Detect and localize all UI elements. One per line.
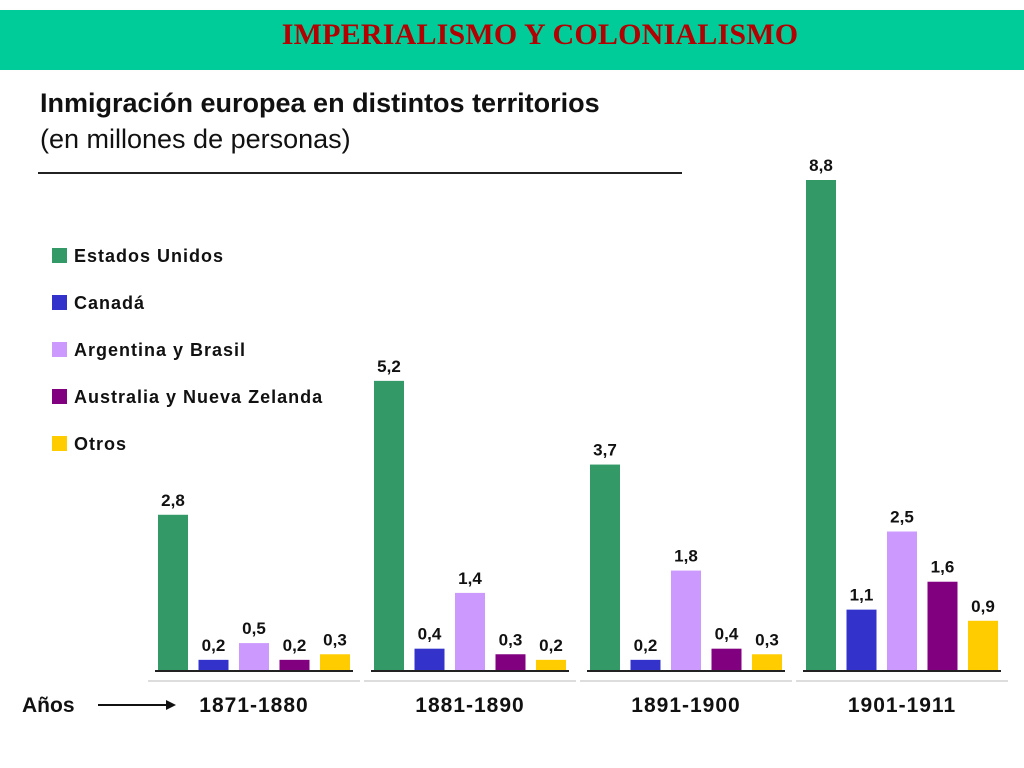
value-label-otros-1871-1880: 0,3: [323, 630, 347, 649]
legend-label-estados-unidos: Estados Unidos: [74, 246, 224, 266]
bar-canada-1891-1900: [630, 659, 661, 671]
group-baselines: [148, 670, 1008, 682]
bar-canada-1871-1880: [198, 659, 229, 671]
header-band: IMPERIALISMO Y COLONIALISMO: [0, 10, 1024, 70]
value-label-canada-1891-1900: 0,2: [634, 636, 658, 655]
bar-estados-unidos-1891-1900: [590, 464, 620, 671]
bar-australia-y-nueva-zelanda-1871-1880: [279, 659, 310, 671]
value-label-argentina-y-brasil-1891-1900: 1,8: [674, 547, 698, 566]
value-label-argentina-y-brasil-1881-1890: 1,4: [458, 569, 482, 588]
legend-label-canada: Canadá: [74, 293, 145, 313]
category-label-1881-1890: 1881-1890: [415, 694, 524, 717]
page-title: IMPERIALISMO Y COLONIALISMO: [281, 18, 799, 51]
category-label-1901-1911: 1901-1911: [848, 694, 956, 717]
bar-estados-unidos-1871-1880: [158, 514, 188, 671]
value-label-australia-y-nueva-zelanda-1871-1880: 0,2: [283, 636, 307, 655]
value-label-otros-1901-1911: 0,9: [971, 597, 995, 616]
bar-canada-1881-1890: [414, 648, 445, 671]
legend-label-otros: Otros: [74, 434, 127, 454]
bar-canada-1901-1911: [846, 609, 877, 671]
value-label-estados-unidos-1871-1880: 2,8: [161, 491, 185, 510]
bar-australia-y-nueva-zelanda-1881-1890: [495, 654, 526, 671]
bar-argentina-y-brasil-1871-1880: [239, 643, 269, 671]
value-label-australia-y-nueva-zelanda-1901-1911: 1,6: [931, 558, 955, 577]
legend-swatch-australia-y-nueva-zelanda: [52, 389, 67, 404]
bar-argentina-y-brasil-1901-1911: [887, 531, 917, 671]
legend: Estados Unidos Canadá Argentina y Brasil Au…: [52, 246, 323, 454]
axis-arrow-head: [166, 700, 176, 710]
category-label-1871-1880: 1871-1880: [199, 694, 308, 717]
legend-swatch-otros: [52, 436, 67, 451]
value-label-australia-y-nueva-zelanda-1881-1890: 0,3: [499, 630, 523, 649]
legend-swatch-canada: [52, 295, 67, 310]
value-label-argentina-y-brasil-1871-1880: 0,5: [242, 619, 266, 638]
bar-otros-1871-1880: [320, 654, 350, 671]
value-label-canada-1871-1880: 0,2: [202, 636, 226, 655]
title-divider: [38, 172, 682, 174]
value-label-estados-unidos-1881-1890: 5,2: [377, 357, 401, 376]
category-label-1891-1900: 1891-1900: [631, 694, 740, 717]
legend-label-argentina-y-brasil: Argentina y Brasil: [74, 340, 246, 360]
bar-australia-y-nueva-zelanda-1901-1911: [927, 581, 958, 671]
bar-argentina-y-brasil-1881-1890: [455, 592, 485, 671]
value-label-australia-y-nueva-zelanda-1891-1900: 0,4: [715, 625, 739, 644]
value-label-otros-1881-1890: 0,2: [539, 636, 563, 655]
chart-subtitle: (en millones de personas): [40, 124, 351, 154]
bar-otros-1901-1911: [968, 620, 998, 671]
bars: 2,8 0,2 0,5 0,2 0,3 5,2 0,4 1,4 0,3 0,2 3,7 0,2 1,8 0…: [158, 156, 998, 671]
value-label-estados-unidos-1901-1911: 8,8: [809, 156, 833, 175]
bar-australia-y-nueva-zelanda-1891-1900: [711, 648, 742, 671]
chart-title: Inmigración europea en distintos territo…: [40, 88, 600, 118]
value-label-estados-unidos-1891-1900: 3,7: [593, 441, 617, 460]
value-label-argentina-y-brasil-1901-1911: 2,5: [890, 508, 914, 527]
category-labels: 1871-1880 1881-1890 1891-1900 1901-1911: [199, 694, 956, 717]
value-label-canada-1901-1911: 1,1: [850, 586, 874, 605]
legend-label-australia-y-nueva-zelanda: Australia y Nueva Zelanda: [74, 387, 323, 407]
value-label-canada-1881-1890: 0,4: [418, 625, 442, 644]
x-axis: Años: [22, 694, 176, 717]
bar-estados-unidos-1901-1911: [806, 180, 836, 671]
bar-otros-1891-1900: [752, 654, 782, 671]
bar-otros-1881-1890: [536, 659, 566, 671]
x-axis-label: Años: [22, 694, 75, 717]
value-label-otros-1891-1900: 0,3: [755, 630, 779, 649]
bar-argentina-y-brasil-1891-1900: [671, 570, 701, 671]
legend-swatch-estados-unidos: [52, 248, 67, 263]
legend-swatch-argentina-y-brasil: [52, 342, 67, 357]
bar-estados-unidos-1881-1890: [374, 380, 404, 671]
